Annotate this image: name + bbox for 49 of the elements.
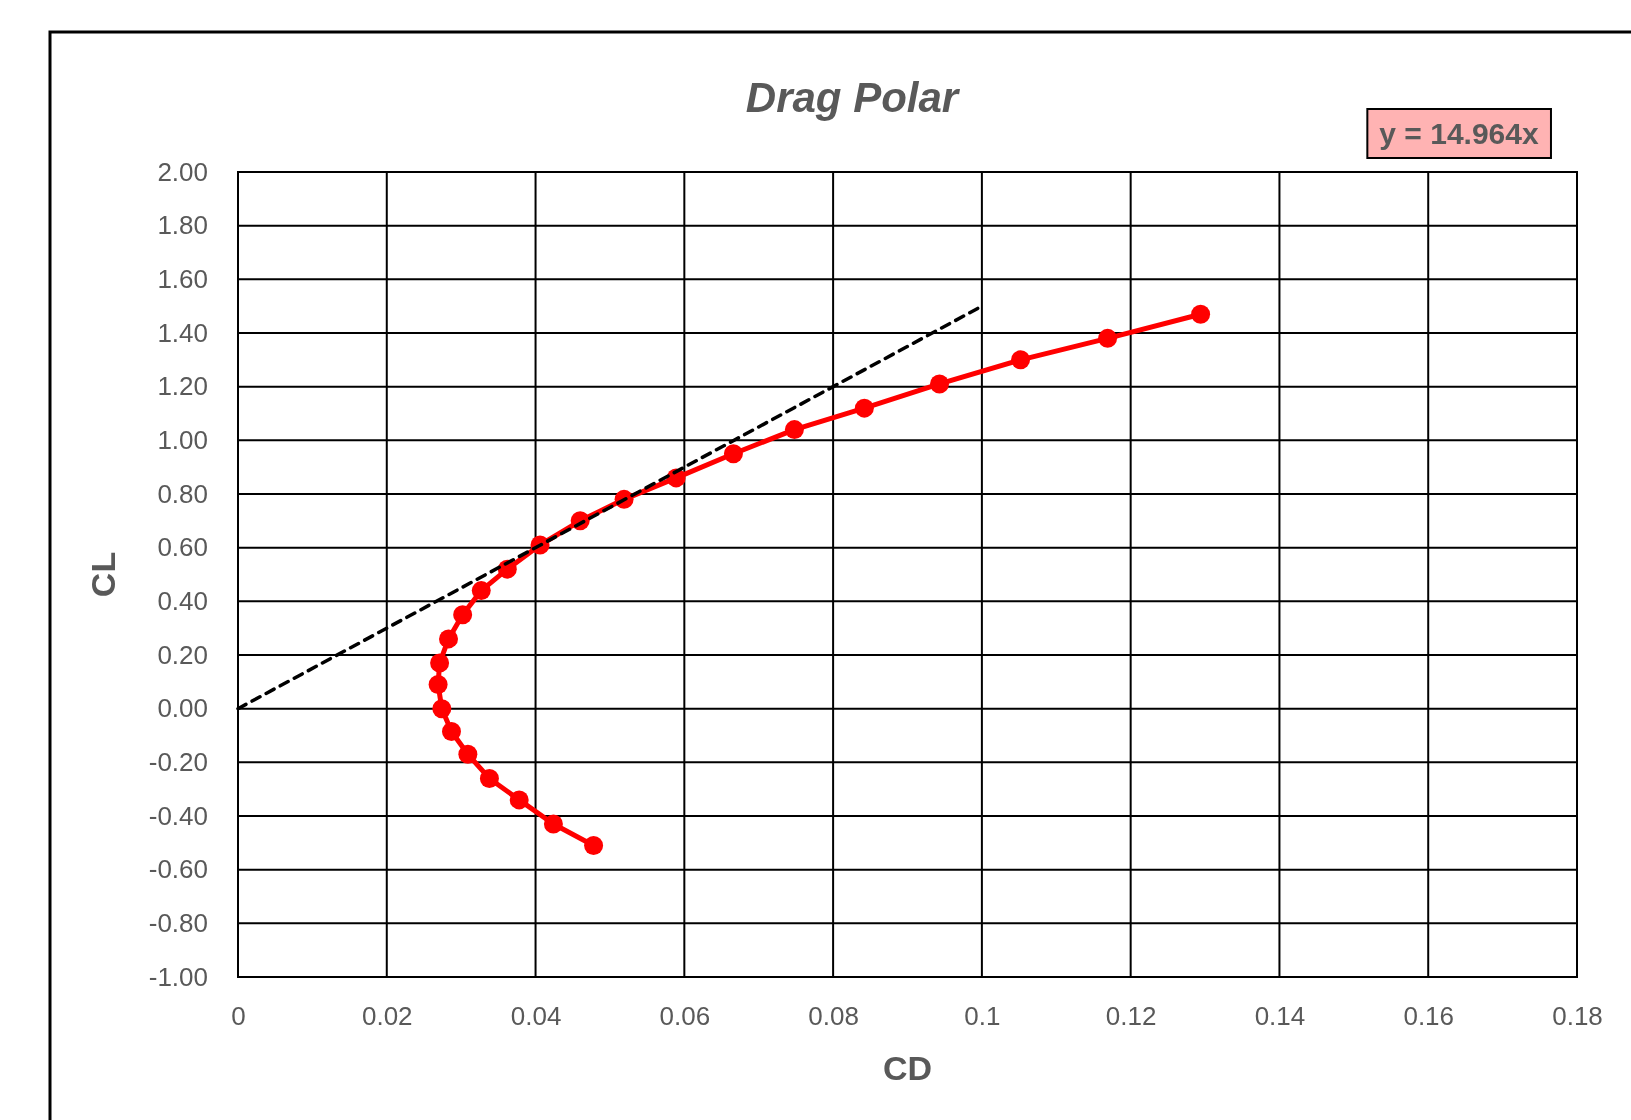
x-tick-label: 0 [231, 1001, 246, 1032]
point [584, 836, 604, 856]
y-tick-label: 1.80 [157, 210, 208, 241]
point [432, 699, 452, 719]
x-tick-label: 0.14 [1254, 1001, 1306, 1032]
point [1098, 328, 1118, 348]
point [543, 814, 563, 834]
y-tick-label: -1.00 [148, 961, 208, 992]
y-tick-label: 1.20 [157, 371, 208, 402]
point [458, 744, 478, 764]
point [1191, 304, 1211, 324]
y-tick-label: 1.60 [157, 264, 208, 295]
point [442, 721, 461, 741]
text: y = 14.964x [1379, 117, 1539, 150]
x-tick-label: 0.06 [659, 1001, 711, 1032]
point [723, 444, 743, 464]
point [1011, 350, 1031, 370]
point [784, 420, 804, 440]
x-tick-label: 0.02 [361, 1001, 413, 1032]
y-tick-label: 2.00 [157, 156, 208, 187]
point [439, 629, 459, 649]
point [428, 675, 448, 695]
y-tick-label: -0.60 [148, 854, 208, 885]
point [509, 790, 529, 810]
y-tick-label: 0.40 [157, 586, 208, 617]
y-tick-label: -0.20 [148, 747, 208, 778]
y-tick-label: -0.40 [148, 800, 208, 831]
y-tick-label: 1.00 [157, 425, 208, 456]
y-tick-label: 0.20 [157, 639, 208, 670]
point [471, 581, 491, 601]
x-axis-title: CD [882, 1049, 933, 1087]
point [453, 605, 473, 625]
point [430, 653, 450, 673]
point [929, 374, 949, 394]
point [854, 398, 874, 418]
y-tick-label: 0.00 [157, 693, 208, 724]
y-tick-label: 1.40 [157, 317, 208, 348]
x-tick-label: 0.08 [808, 1001, 859, 1032]
x-tick-label: 0.16 [1403, 1001, 1455, 1032]
x-tick-label: 0.04 [510, 1001, 562, 1032]
x-tick-label: 0.18 [1552, 1001, 1603, 1032]
x-tick-label: 0.12 [1105, 1001, 1157, 1032]
y-tick-label: 0.80 [157, 478, 208, 509]
x-tick-label: 0.1 [964, 1001, 1001, 1032]
chart-title: Drag Polar [745, 74, 961, 121]
y-tick-label: 0.60 [157, 532, 208, 563]
y-axis-title: CL [84, 551, 122, 598]
y-tick-label: -0.80 [148, 908, 208, 939]
point [479, 768, 499, 788]
